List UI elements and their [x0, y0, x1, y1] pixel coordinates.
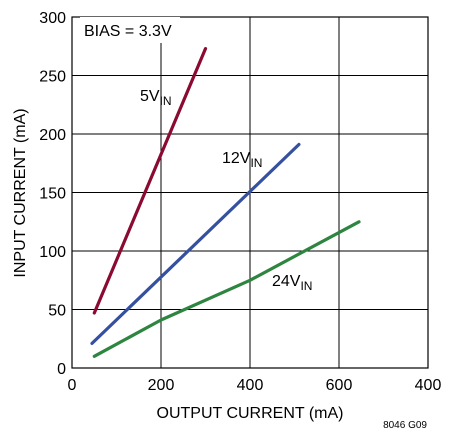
series-line-24vin	[92, 220, 361, 358]
y-tick-label: 0	[57, 361, 66, 378]
bias-annotation: BIAS = 3.3V	[84, 23, 172, 40]
y-tick-labels: 0 50 100 150 200 250 300	[39, 10, 66, 378]
series-label-5vin-main: 5V	[140, 88, 160, 105]
y-tick-label: 50	[48, 303, 66, 320]
series-label-24vin: 24VIN	[272, 273, 312, 293]
x-tick-label: 0	[68, 377, 77, 394]
series-line-12vin	[90, 142, 301, 345]
series-label-12vin-sub: IN	[250, 156, 262, 170]
y-tick-label: 100	[39, 244, 66, 261]
series-line-5vin	[92, 46, 208, 315]
x-tick-label: 600	[326, 377, 353, 394]
series-label-12vin-main: 12V	[222, 150, 251, 167]
annotation-bg	[80, 17, 180, 43]
series-label-5vin: 5VIN	[140, 88, 172, 108]
figure-id: 8046 G09	[383, 420, 427, 431]
y-tick-label: 200	[39, 127, 66, 144]
x-axis-title: OUTPUT CURRENT (mA)	[157, 405, 344, 422]
series-label-5vin-sub: IN	[160, 94, 172, 108]
y-tick-label: 250	[39, 69, 66, 86]
x-tick-labels: 0 200 400 600 400	[68, 377, 442, 394]
series-label-24vin-main: 24V	[272, 273, 301, 290]
x-tick-label: 200	[148, 377, 175, 394]
series-label-12vin: 12VIN	[222, 150, 262, 170]
x-tick-label: 400	[415, 377, 442, 394]
y-tick-label: 150	[39, 186, 66, 203]
series-group	[90, 46, 361, 358]
x-tick-label: 400	[237, 377, 264, 394]
plot-frame	[71, 16, 429, 369]
y-tick-label: 300	[39, 10, 66, 27]
series-label-24vin-sub: IN	[300, 279, 312, 293]
y-axis-title: INPUT CURRENT (mA)	[12, 108, 29, 277]
